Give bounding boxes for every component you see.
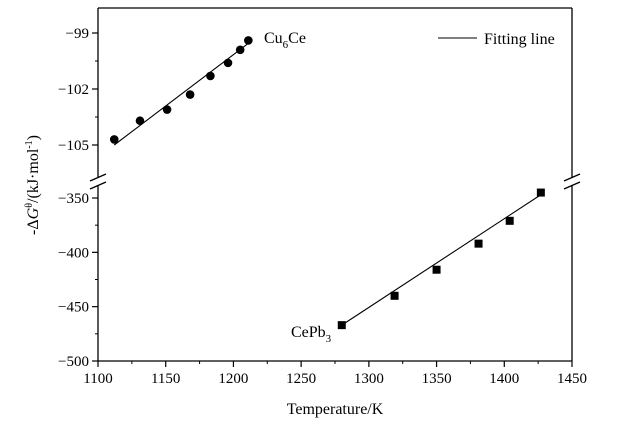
point-CePb3 xyxy=(536,188,545,197)
x-tick-label: 1250 xyxy=(286,371,316,387)
point-Cu6Ce xyxy=(135,116,145,126)
point-CePb3 xyxy=(432,265,441,274)
break-mark xyxy=(89,173,107,182)
x-tick-label: 1350 xyxy=(422,371,452,387)
fit-line-CePb3 xyxy=(341,194,542,326)
x-tick-label: 1300 xyxy=(354,371,384,387)
y-tick-label: −500 xyxy=(58,354,89,370)
point-CePb3 xyxy=(505,216,514,225)
series-label-Cu6Ce: Cu6Ce xyxy=(264,30,306,51)
point-CePb3 xyxy=(337,321,346,330)
x-tick-label: 1200 xyxy=(218,371,248,387)
y-tick-label: −400 xyxy=(58,245,89,261)
axis-break-marks xyxy=(89,173,581,190)
point-Cu6Ce xyxy=(206,71,215,81)
series-labels: Cu6Ce CePb3 xyxy=(264,30,332,345)
plot-frame xyxy=(97,7,573,362)
fit-line-Cu6Ce xyxy=(113,41,251,146)
break-mark xyxy=(89,181,107,190)
legend-label: Fitting line xyxy=(484,31,555,48)
y-tick-label: −350 xyxy=(58,191,89,207)
y-tick-label: −102 xyxy=(58,82,89,98)
y-tick-label: −450 xyxy=(58,300,89,316)
x-tick-label: 1150 xyxy=(151,371,180,387)
point-CePb3 xyxy=(390,291,399,300)
point-Cu6Ce xyxy=(223,58,233,68)
x-axis-title: Temperature/K xyxy=(287,401,384,418)
point-Cu6Ce xyxy=(185,90,195,99)
axis-ticks xyxy=(92,32,573,367)
point-Cu6Ce xyxy=(235,45,245,55)
y-tick-labels: −99 −102 −105 −350 −400 −450 −500 xyxy=(58,26,89,370)
legend: Fitting line xyxy=(438,31,555,48)
fit-lines xyxy=(113,41,542,326)
point-Cu6Ce xyxy=(162,105,172,114)
point-CePb3 xyxy=(474,239,483,248)
x-tick-label: 1100 xyxy=(83,371,112,387)
y-tick-label: −105 xyxy=(58,138,89,154)
point-Cu6Ce xyxy=(109,135,119,144)
x-tick-label: 1450 xyxy=(557,371,587,387)
break-mark xyxy=(563,181,581,190)
break-mark xyxy=(563,173,581,182)
series-label-CePb3: CePb3 xyxy=(291,324,332,345)
y-axis-title-text: -ΔGθ/(kJ·mol-1) xyxy=(24,135,42,235)
y-axis-title: -ΔGθ/(kJ·mol-1) xyxy=(24,135,42,235)
x-tick-label: 1400 xyxy=(489,371,519,387)
point-Cu6Ce xyxy=(244,36,253,45)
data-points xyxy=(109,36,545,330)
x-tick-labels: 1100 1150 1200 1250 1300 1350 1400 1450 xyxy=(83,371,587,387)
y-tick-label: −99 xyxy=(66,26,89,42)
